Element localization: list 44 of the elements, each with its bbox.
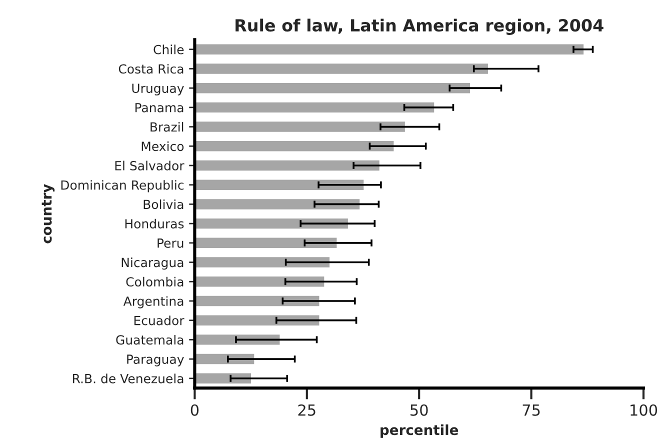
bar <box>194 372 252 385</box>
bar <box>194 120 406 134</box>
y-tick-label: Chile <box>154 44 184 54</box>
y-tick-label: Panama <box>135 103 184 112</box>
bar <box>194 314 321 327</box>
y-tick-label: Brazil <box>150 122 184 132</box>
x-tick-label: 100 <box>630 404 658 416</box>
y-tick-label: Ecuador <box>134 316 184 326</box>
bar <box>194 217 350 230</box>
y-tick-label: Colombia <box>126 276 184 287</box>
bar <box>194 100 436 114</box>
bar <box>194 236 338 250</box>
y-tick-label: El Salvador <box>115 160 184 170</box>
y-tick-label: Costa Rica <box>118 64 184 74</box>
bar <box>194 140 396 153</box>
y-tick-label: R.B. de Venezuela <box>72 374 184 384</box>
bar <box>194 178 366 192</box>
y-tick-label: Guatemala <box>116 334 184 345</box>
bar <box>194 82 472 95</box>
bar <box>194 333 282 346</box>
y-tick-label: Bolivia <box>144 199 184 210</box>
bar <box>194 294 321 308</box>
bar <box>194 158 381 172</box>
bar <box>194 275 326 288</box>
bar <box>194 42 585 56</box>
y-tick-label: Nicaragua <box>122 258 184 270</box>
y-tick-label: Dominican Republic <box>61 180 184 192</box>
y-tick-label: Mexico <box>142 141 184 152</box>
y-tick-label: Argentina <box>123 296 184 308</box>
x-tick-label: 75 <box>522 404 540 416</box>
y-tick-label: Peru <box>158 238 184 248</box>
y-tick-label: Honduras <box>125 218 184 228</box>
y-axis-title: country <box>42 184 55 244</box>
bar <box>194 198 361 211</box>
bar <box>194 62 490 76</box>
chart-title: Rule of law, Latin America region, 2004 <box>236 18 604 35</box>
x-axis-title: percentile <box>380 424 458 438</box>
bar <box>194 352 256 366</box>
x-tick-label: 50 <box>410 404 428 416</box>
bar <box>194 256 331 269</box>
x-tick-label: 0 <box>190 404 199 416</box>
y-tick-label: Paraguay <box>127 354 184 366</box>
y-tick-label: Uruguay <box>132 84 184 96</box>
x-tick-label: 25 <box>298 404 316 416</box>
